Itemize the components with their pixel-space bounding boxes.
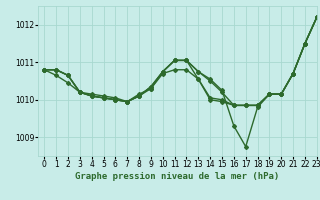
X-axis label: Graphe pression niveau de la mer (hPa): Graphe pression niveau de la mer (hPa)	[76, 172, 280, 181]
